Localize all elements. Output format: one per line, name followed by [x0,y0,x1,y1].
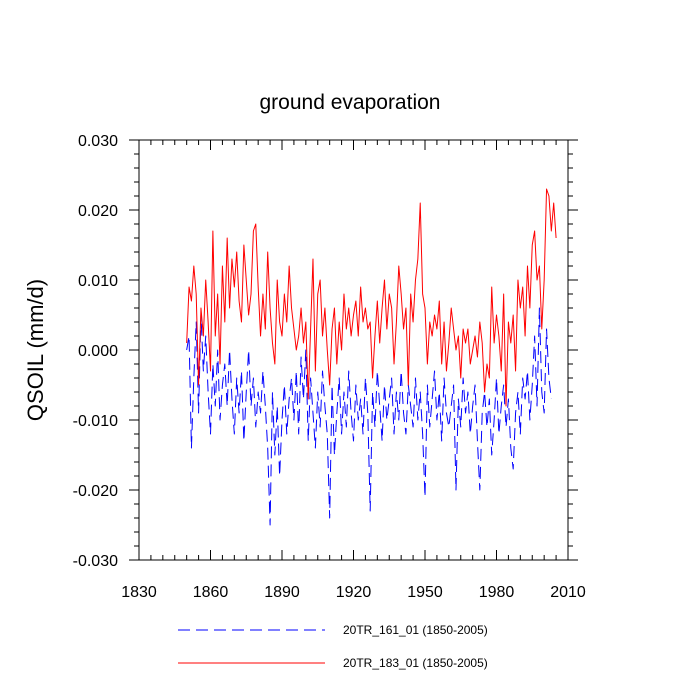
y-axis-label: QSOIL (mm/d) [23,279,48,421]
legend: 20TR_161_01 (1850-2005) 20TR_183_01 (1850… [178,623,488,670]
y-tick-label: 0.000 [78,343,118,360]
y-tick-label: -0.020 [73,483,118,500]
series-line-2 [186,188,557,407]
y-tick-label: -0.030 [73,553,118,570]
legend-label-1: 20TR_161_01 (1850-2005) [343,623,488,637]
y-axis: -0.030 -0.020 -0.010 0.000 0.010 0.020 0.030 [73,133,578,570]
y-tick-label: 0.010 [78,273,118,290]
x-tick-label: 1980 [479,584,515,601]
x-tick-label: 1830 [121,584,157,601]
x-tick-label: 1950 [407,584,443,601]
y-tick-label: -0.010 [73,413,118,430]
series-line-1 [186,307,552,526]
chart-title: ground evaporation [260,91,441,114]
plot-frame [138,139,569,561]
x-tick-label: 1890 [264,584,300,601]
y-tick-label: 0.020 [78,203,118,220]
x-tick-label: 1920 [336,584,372,601]
y-tick-label: 0.030 [78,133,118,150]
x-axis: 1830 1860 1890 1920 1950 1980 2010 [121,140,586,601]
x-tick-label: 1860 [193,584,229,601]
x-tick-label: 2010 [550,584,586,601]
legend-label-2: 20TR_183_01 (1850-2005) [343,656,488,670]
series-layer [186,188,557,526]
